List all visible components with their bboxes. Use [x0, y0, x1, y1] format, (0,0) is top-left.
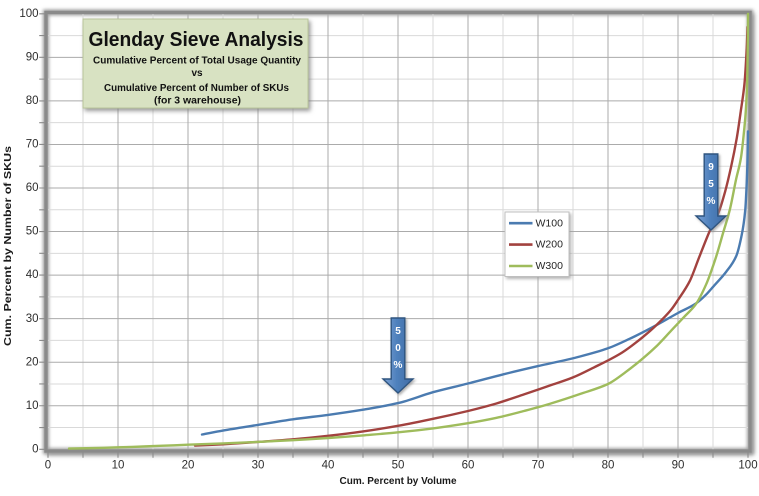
svg-text:40: 40 — [26, 269, 39, 281]
svg-text:9: 9 — [708, 162, 714, 173]
svg-text:%: % — [707, 196, 716, 207]
svg-text:0: 0 — [395, 343, 401, 354]
svg-text:70: 70 — [26, 139, 39, 151]
svg-text:80: 80 — [602, 460, 615, 472]
svg-text:50: 50 — [26, 226, 39, 238]
svg-text:(for 3 warehouse): (for 3 warehouse) — [154, 96, 241, 107]
svg-text:60: 60 — [26, 182, 39, 194]
svg-text:0: 0 — [32, 443, 38, 455]
svg-text:70: 70 — [532, 460, 545, 472]
svg-text:30: 30 — [252, 460, 265, 472]
svg-text:0: 0 — [45, 460, 51, 472]
svg-text:%: % — [394, 360, 403, 371]
svg-text:Cumulative Percent of Number o: Cumulative Percent of Number of SKUs — [104, 83, 289, 94]
svg-text:Cum. Percent by Volume: Cum. Percent by Volume — [340, 475, 457, 487]
svg-text:Cumulative Percent of Total Us: Cumulative Percent of Total Usage Quanti… — [93, 56, 301, 67]
svg-text:5: 5 — [395, 326, 401, 337]
svg-text:5: 5 — [708, 179, 714, 190]
svg-text:100: 100 — [738, 460, 757, 472]
svg-text:W300: W300 — [536, 260, 564, 272]
svg-text:30: 30 — [26, 313, 39, 325]
svg-text:100: 100 — [19, 8, 38, 20]
svg-text:90: 90 — [672, 460, 685, 472]
svg-text:Glenday Sieve Analysis: Glenday Sieve Analysis — [89, 29, 304, 51]
svg-text:90: 90 — [26, 51, 39, 63]
svg-text:W200: W200 — [536, 239, 564, 251]
svg-text:10: 10 — [112, 460, 125, 472]
svg-text:60: 60 — [462, 460, 475, 472]
svg-text:40: 40 — [322, 460, 335, 472]
svg-text:20: 20 — [26, 356, 39, 368]
svg-text:Cum. Percent by Number of SKUs: Cum. Percent by Number of SKUs — [2, 146, 14, 346]
svg-text:20: 20 — [182, 460, 195, 472]
svg-text:W100: W100 — [536, 217, 564, 229]
svg-text:80: 80 — [26, 95, 39, 107]
svg-text:10: 10 — [26, 400, 39, 412]
svg-text:vs: vs — [191, 68, 203, 79]
svg-text:50: 50 — [392, 460, 405, 472]
